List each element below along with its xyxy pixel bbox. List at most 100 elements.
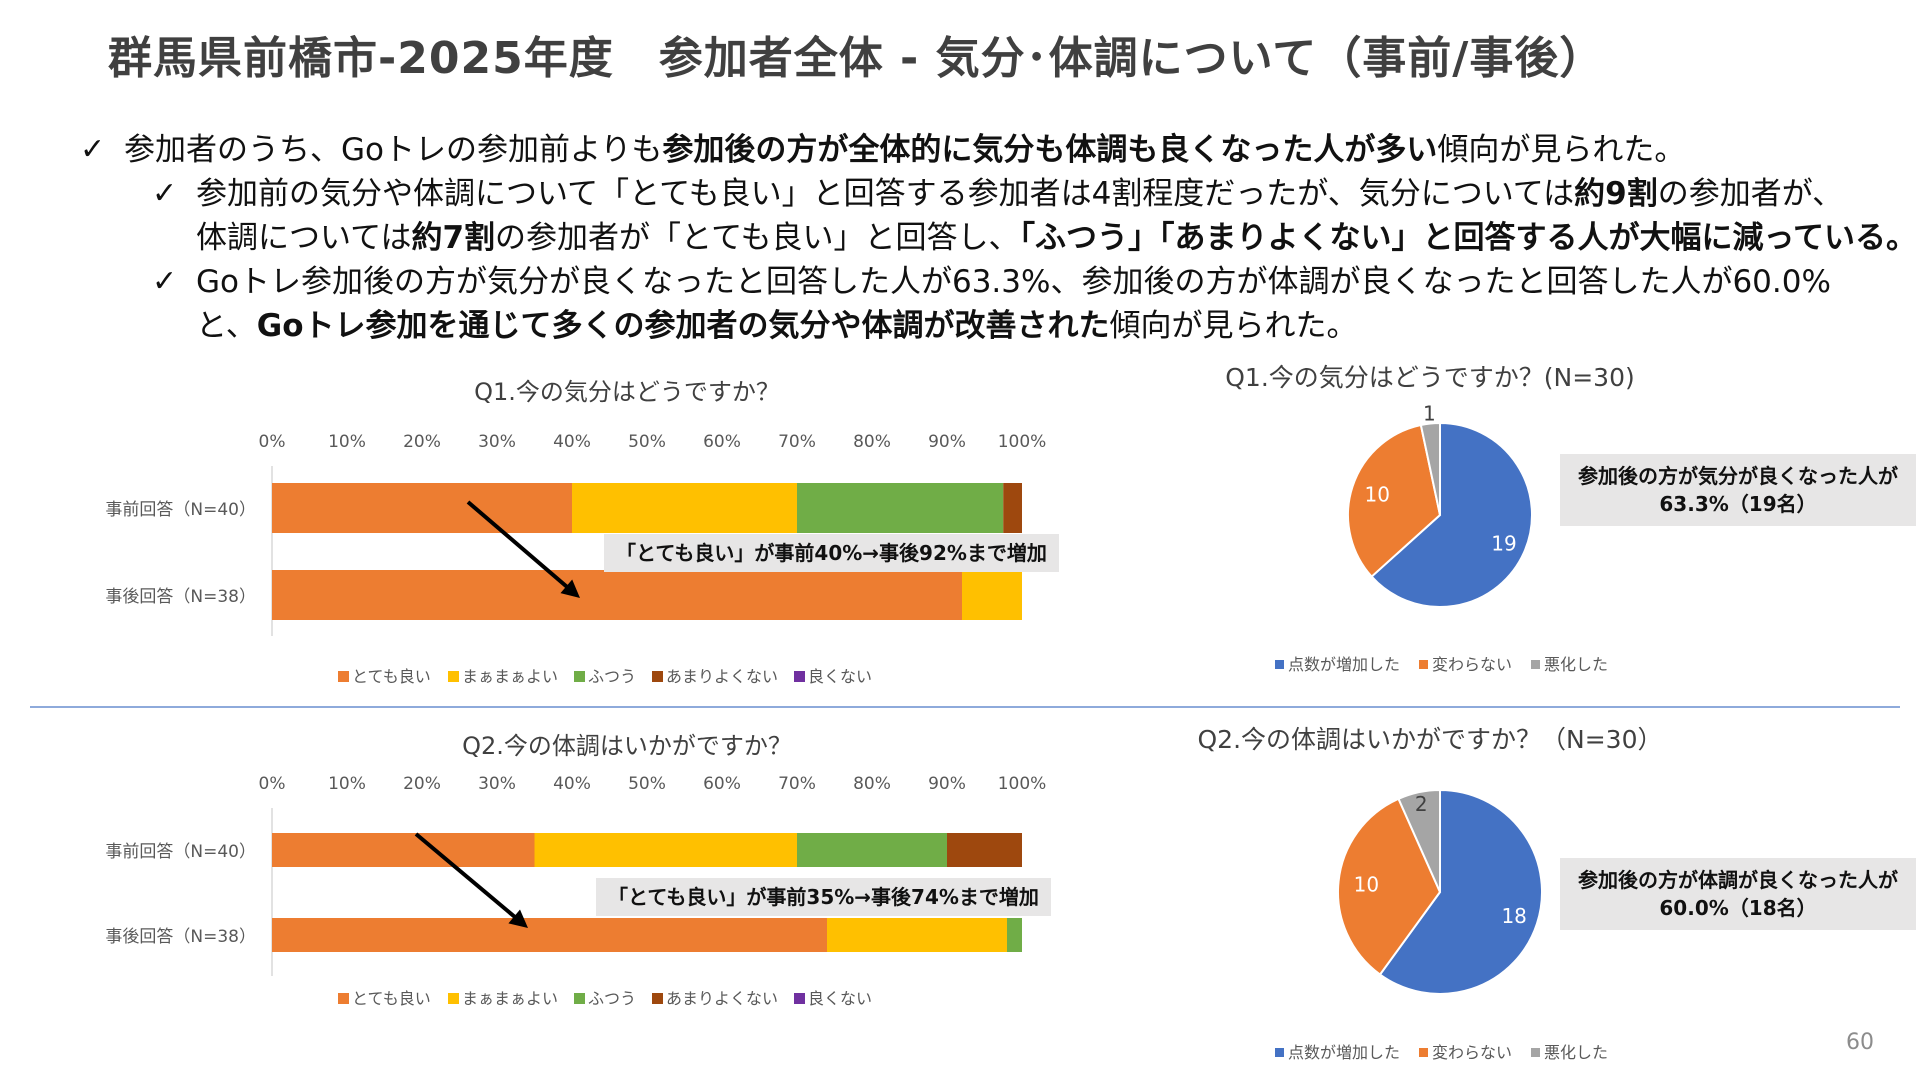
legend-label: あまりよくない	[666, 667, 778, 686]
legend-swatch	[652, 671, 663, 682]
pie-data-label: 10	[1365, 483, 1390, 507]
bar-segment	[962, 570, 1022, 620]
bar-segment	[797, 833, 947, 867]
bullet-emphasis: 約7割	[411, 220, 496, 256]
trend-arrow-head	[508, 909, 528, 928]
callout-line: 60.0%（18名）	[1659, 896, 1817, 920]
chart-title: Q1.今の気分はどうですか？(N=30)	[1225, 363, 1635, 392]
x-tick-label: 20%	[403, 774, 441, 794]
x-tick-label: 100%	[998, 432, 1047, 452]
bullet-emphasis: Goトレ参加を通じて多くの参加者の気分や体調が改善された	[256, 308, 1110, 344]
legend-label: 変わらない	[1432, 655, 1512, 674]
legend-swatch	[1275, 1048, 1284, 1057]
pie-slice	[1397, 788, 1441, 893]
callout-line: 63.3%（19名）	[1659, 492, 1817, 516]
bullet-text: の参加者が「とても良い」と回答し、	[495, 220, 1020, 256]
bar-segment	[272, 918, 827, 952]
chart-title: Q1.今の気分はどうですか？	[474, 378, 780, 406]
legend-label: 点数が増加した	[1288, 655, 1400, 674]
bullet-text: 傾向が見られた。	[1437, 132, 1686, 168]
legend-label: とても良い	[352, 989, 431, 1008]
trend-arrow	[466, 500, 577, 596]
legend-label: あまりよくない	[666, 989, 778, 1008]
pie-data-label: 2	[1415, 792, 1428, 816]
x-tick-label: 10%	[328, 432, 366, 452]
category-label: 事前回答（N=40）	[105, 500, 256, 520]
bar-segment	[797, 483, 1004, 533]
bullet-text: の参加者が、	[1657, 176, 1844, 212]
x-tick-label: 70%	[778, 432, 816, 452]
legend-label: とても良い	[352, 667, 431, 686]
pie-data-label: 10	[1354, 872, 1379, 896]
x-tick-label: 70%	[778, 774, 816, 794]
legend-swatch	[1419, 660, 1428, 669]
chart-title: Q2.今の体調はいかがですか？	[462, 732, 792, 760]
legend-swatch	[1531, 1048, 1540, 1057]
pie-data-label: 18	[1501, 904, 1526, 928]
bullet-1: ✓ 参加者のうち、Goトレの参加前よりも参加後の方が全体的に気分も体調も良くなった…	[80, 128, 1880, 172]
x-tick-label: 80%	[853, 432, 891, 452]
legend-label: 変わらない	[1432, 1043, 1512, 1062]
legend-label: 点数が増加した	[1288, 1043, 1400, 1062]
bar-segment	[572, 483, 797, 533]
pie-slice	[1419, 421, 1441, 516]
x-tick-label: 0%	[259, 432, 286, 452]
legend-label: 悪化した	[1544, 655, 1608, 674]
x-tick-label: 80%	[853, 774, 891, 794]
pie-data-label: 19	[1491, 531, 1516, 555]
legend-swatch	[338, 993, 349, 1004]
legend-swatch	[794, 993, 805, 1004]
x-tick-label: 60%	[703, 774, 741, 794]
legend-swatch	[338, 671, 349, 682]
pie-slice	[1370, 421, 1533, 608]
x-tick-label: 30%	[478, 432, 516, 452]
bullet-text: と、	[196, 308, 257, 344]
x-tick-label: 50%	[628, 774, 666, 794]
bar-segment	[534, 833, 797, 867]
x-tick-label: 50%	[628, 432, 666, 452]
legend-label: まぁまぁよい	[462, 989, 558, 1008]
legend-label: 良くない	[808, 667, 872, 686]
legend-swatch	[1531, 660, 1540, 669]
x-tick-label: 0%	[259, 774, 286, 794]
legend-swatch	[448, 671, 459, 682]
bullet-text: 参加者のうち、Goトレの参加前よりも	[124, 132, 663, 168]
q2-bar-callout: 「とても良い」が事前35%→事後74%まで増加	[596, 878, 1051, 916]
check-icon: ✓	[152, 264, 178, 299]
chart-title: Q2.今の体調はいかがですか？（N=30）	[1198, 725, 1663, 754]
bullet-text: 傾向が見られた。	[1109, 308, 1358, 344]
section-divider	[30, 706, 1900, 708]
q2-pie-callout: 参加後の方が体調が良くなった人が 60.0%（18名）	[1560, 858, 1916, 930]
pie-slice	[1378, 788, 1543, 995]
bar-segment	[272, 833, 535, 867]
bullet-emphasis: 約9割	[1574, 176, 1658, 212]
callout-line: 参加後の方が気分が良くなった人が	[1578, 464, 1898, 488]
bullet-emphasis: 参加後の方が全体的に気分も体調も良くなった人が多い	[662, 132, 1438, 168]
x-tick-label: 100%	[998, 774, 1047, 794]
x-tick-label: 40%	[553, 774, 591, 794]
legend-label: まぁまぁよい	[462, 667, 558, 686]
bullet-text: 体調については	[196, 220, 412, 256]
bullet-text: Goトレ参加後の方が気分が良くなったと回答した人が63.3%、参加後の方が体調が…	[196, 264, 1831, 300]
pie-slice	[1337, 797, 1442, 976]
category-label: 事前回答（N=40）	[105, 842, 256, 862]
legend-swatch	[574, 671, 585, 682]
legend-label: 良くない	[808, 989, 872, 1008]
legend-swatch	[794, 671, 805, 682]
q1-bar-callout: 「とても良い」が事前40%→事後92%まで増加	[604, 534, 1059, 572]
pie-data-label: 1	[1423, 402, 1436, 426]
legend-swatch	[1419, 1048, 1428, 1057]
legend-swatch	[574, 993, 585, 1004]
bullet-3: ✓ Goトレ参加後の方が気分が良くなったと回答した人が63.3%、参加後の方が体調…	[80, 260, 1880, 304]
category-label: 事後回答（N=38）	[105, 587, 256, 607]
bullet-2-continued: 体調については約7割の参加者が「とても良い」と回答し、「ふつう」「あまりよくない…	[80, 216, 1917, 260]
trend-arrow	[414, 832, 525, 926]
legend-swatch	[1275, 660, 1284, 669]
check-icon: ✓	[152, 176, 178, 211]
bar-segment	[1003, 483, 1022, 533]
check-icon: ✓	[80, 132, 106, 167]
bar-segment	[827, 918, 1007, 952]
bullet-2: ✓ 参加前の気分や体調について「とても良い」と回答する参加者は4割程度だったが、気…	[80, 172, 1880, 216]
bullet-emphasis: 「ふつう」「あまりよくない」と回答する人が大幅に減っている。	[1019, 220, 1918, 256]
bar-segment	[272, 483, 572, 533]
